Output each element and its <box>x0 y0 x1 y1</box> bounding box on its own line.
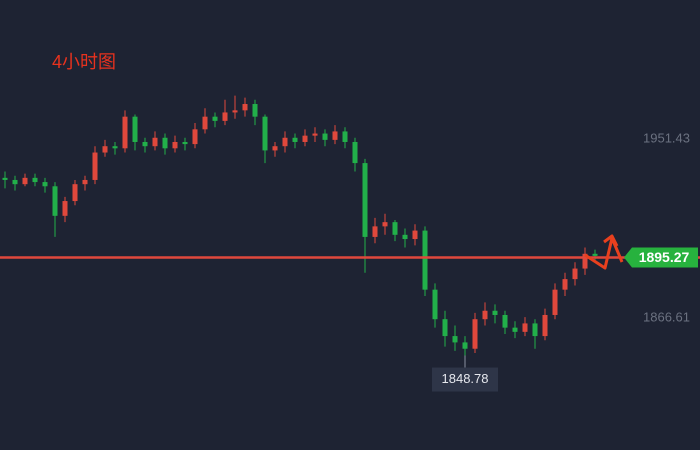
last-price-label: 1895.27 <box>639 249 690 265</box>
candle-body <box>22 177 28 185</box>
candle-body <box>252 104 258 117</box>
candle-body <box>392 222 398 235</box>
candle-body <box>52 186 58 216</box>
candle-body <box>122 116 128 149</box>
low-label: 1848.78 <box>442 371 489 386</box>
candle-body <box>202 116 208 130</box>
candle-body <box>102 146 108 153</box>
candle-body <box>292 137 298 142</box>
candle-body <box>112 146 118 149</box>
candle-body <box>262 116 268 151</box>
candle-body <box>182 141 188 145</box>
candle-body <box>402 234 408 240</box>
candle-body <box>432 289 438 320</box>
candle-body <box>422 230 428 290</box>
candle-body <box>532 323 538 337</box>
candle-body <box>192 129 198 145</box>
candle-body <box>582 253 588 269</box>
candle-body <box>142 141 148 147</box>
candle-body <box>362 163 368 237</box>
y-tick-label: 1951.43 <box>643 130 690 145</box>
candle-body <box>472 319 478 349</box>
candle-body <box>522 323 528 332</box>
candle-body <box>592 253 598 256</box>
candle-body <box>222 112 228 121</box>
candle-body <box>442 319 448 337</box>
chart-title: 4小时图 <box>52 52 116 72</box>
candle-body <box>242 104 248 111</box>
candle-body <box>172 141 178 149</box>
candle-body <box>412 230 418 240</box>
candle-body <box>482 310 488 320</box>
candle-body <box>462 342 468 349</box>
candle-body <box>512 327 518 332</box>
candle-body <box>312 133 318 136</box>
candle-body <box>562 279 568 290</box>
y-tick-label: 1866.61 <box>643 309 690 324</box>
candle-body <box>342 131 348 142</box>
candle-body <box>322 133 328 140</box>
candle-body <box>372 226 378 237</box>
candle-body <box>302 135 308 142</box>
candle-body <box>282 137 288 147</box>
candle-body <box>82 179 88 185</box>
last-price-box <box>624 247 698 268</box>
candle-body <box>552 289 558 315</box>
candle-body <box>212 116 218 121</box>
candle-body <box>42 182 48 187</box>
candle-body <box>162 137 168 149</box>
candle-body <box>92 152 98 180</box>
candle-body <box>452 336 458 343</box>
candle-body <box>502 314 508 328</box>
candle-body <box>232 110 238 113</box>
candle-body <box>382 222 388 227</box>
forecast-arrow <box>584 234 624 270</box>
candle-body <box>352 141 358 164</box>
candle-body <box>492 310 498 315</box>
candle-body <box>332 131 338 140</box>
candle-body <box>152 137 158 147</box>
candle-body <box>572 268 578 280</box>
candle-body <box>72 184 78 202</box>
candle-body <box>132 116 138 142</box>
candle-body <box>2 177 8 180</box>
low-label-box <box>432 367 498 392</box>
candle-body <box>542 314 548 337</box>
candle-body <box>32 177 38 183</box>
candle-body <box>62 201 68 216</box>
candle-body <box>272 146 278 151</box>
candle-body <box>12 179 18 185</box>
